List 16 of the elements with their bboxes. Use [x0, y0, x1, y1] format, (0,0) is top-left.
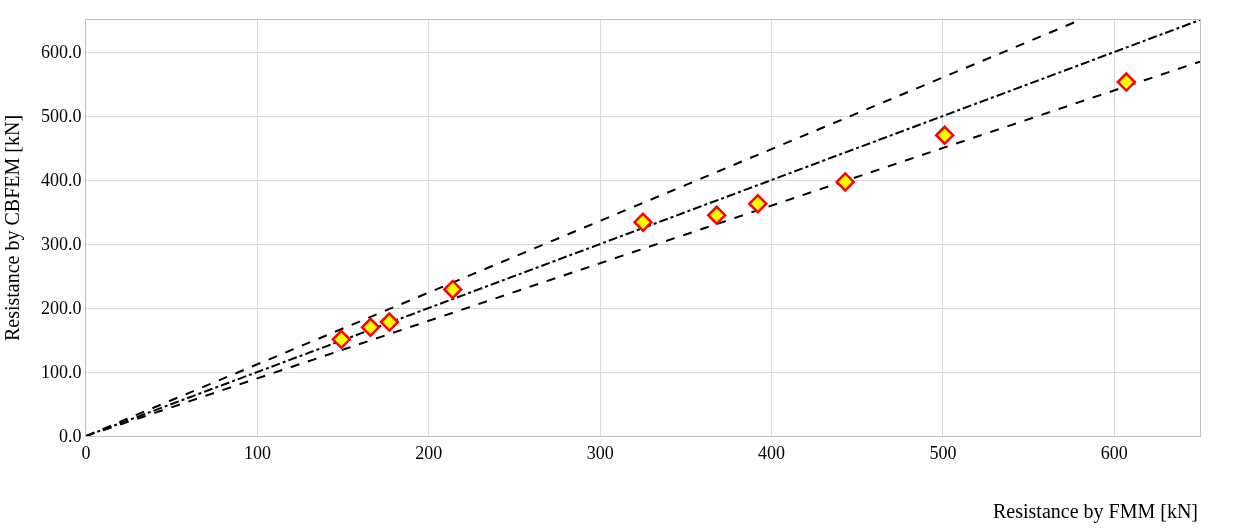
- x-tick-label: 500: [929, 442, 957, 463]
- y-tick-label: 500.0: [40, 106, 82, 127]
- y-tick-label: 200.0: [40, 298, 82, 319]
- x-tick-label: 600: [1100, 442, 1128, 463]
- y-tick-label: 100.0: [40, 362, 82, 383]
- y-axis-title: Resistance by CBFEM [kN]: [1, 114, 25, 342]
- x-tick-label: 200: [415, 442, 443, 463]
- y-tick-label: 600.0: [40, 42, 82, 63]
- x-tick-label: 100: [243, 442, 271, 463]
- y-tick-label: 0.0: [58, 426, 82, 447]
- x-tick-label: 400: [758, 442, 786, 463]
- x-tick-label: 300: [586, 442, 614, 463]
- x-axis-title: Resistance by FMM [kN]: [993, 500, 1198, 523]
- y-tick-label: 300.0: [40, 234, 82, 255]
- x-tick-label: 0: [81, 442, 91, 463]
- y-tick-label: 400.0: [40, 170, 82, 191]
